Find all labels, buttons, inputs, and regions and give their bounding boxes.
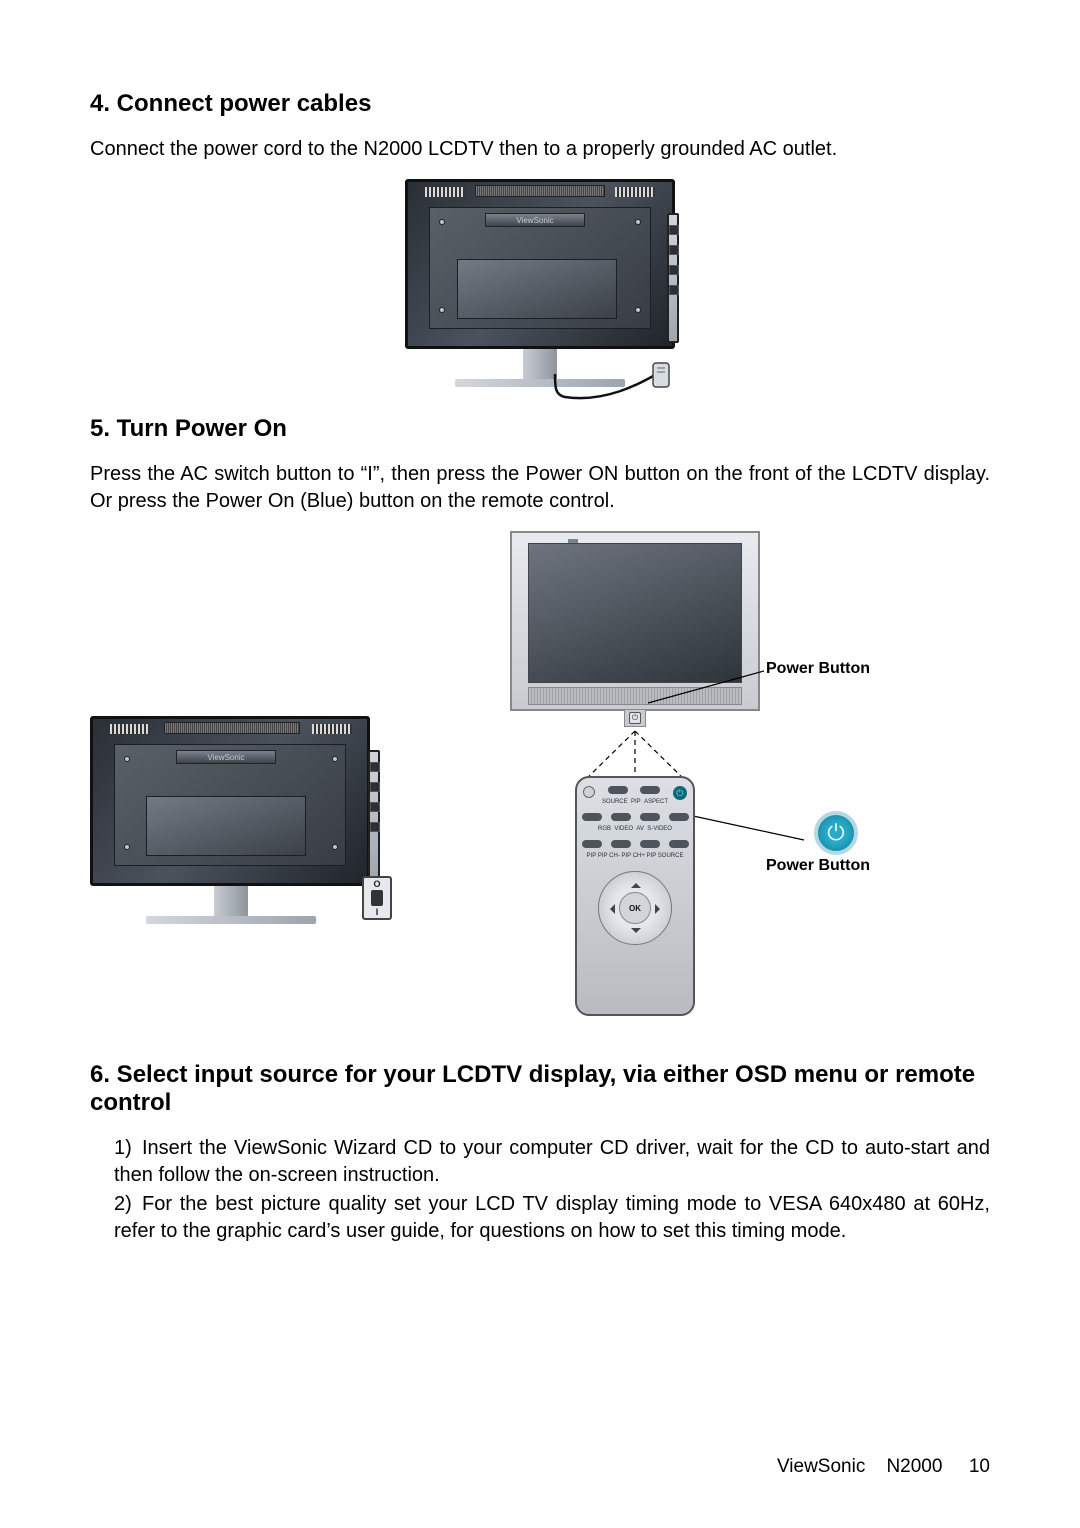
switch-o-label: O bbox=[373, 879, 380, 889]
brand-plate: ViewSonic bbox=[485, 213, 585, 227]
footer-brand: ViewSonic bbox=[777, 1456, 865, 1477]
remote-control: SOURCE PIP ASPECT RGB VIDEO AV S-VIDEO P… bbox=[575, 776, 695, 1016]
page-footer: ViewSonic N2000 10 bbox=[777, 1456, 990, 1478]
tv-back-with-switch: ViewSonic O I bbox=[90, 716, 380, 946]
ac-switch: O I bbox=[362, 876, 392, 920]
power-button-label-bottom: Power Button bbox=[766, 857, 870, 875]
power-button-label-top: Power Button bbox=[766, 660, 870, 678]
footer-model: N2000 bbox=[886, 1456, 942, 1477]
side-port-bar bbox=[368, 750, 380, 880]
side-port-bar bbox=[667, 213, 679, 343]
power-button-enlarged-icon: ⏻ bbox=[814, 811, 858, 855]
section-6-list: 1)Insert the ViewSonic Wizard CD to your… bbox=[90, 1135, 990, 1245]
list-item: 2)For the best picture quality set your … bbox=[114, 1191, 990, 1245]
section-5-heading: 5. Turn Power On bbox=[90, 415, 990, 443]
section-4-heading: 4. Connect power cables bbox=[90, 90, 990, 118]
footer-page-number: 10 bbox=[969, 1456, 990, 1477]
section-5-text: Press the AC switch button to “I”, then … bbox=[90, 461, 990, 515]
list-item: 1)Insert the ViewSonic Wizard CD to your… bbox=[114, 1135, 990, 1189]
section-6-heading: 6. Select input source for your LCDTV di… bbox=[90, 1061, 990, 1117]
figure-turn-power-on: ViewSonic O I ⏻ bbox=[90, 531, 990, 1021]
brand-plate: ViewSonic bbox=[176, 750, 276, 764]
switch-i-label: I bbox=[376, 907, 379, 917]
remote-dpad bbox=[598, 871, 672, 945]
tv-back-view-with-cable: ViewSonic bbox=[405, 179, 675, 409]
remote-power-icon bbox=[673, 786, 687, 800]
figure-connect-power: ViewSonic bbox=[90, 179, 990, 409]
front-view-and-remote: ⏻ Power Button SOURCE PIP ASPECT RGB VID… bbox=[470, 531, 890, 1021]
section-4-text: Connect the power cord to the N2000 LCDT… bbox=[90, 136, 990, 163]
